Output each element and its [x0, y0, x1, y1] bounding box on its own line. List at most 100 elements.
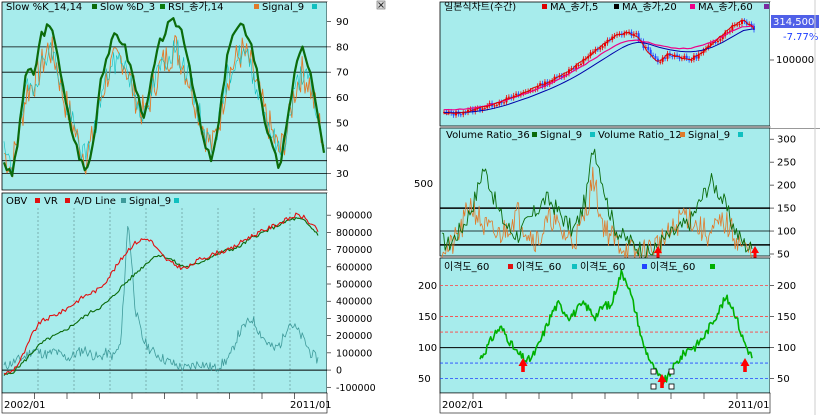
- obv-panel[interactable]: 900000 800000 700000 600000 500000 400000 3000…: [1, 192, 387, 394]
- vr36-line: [441, 148, 753, 260]
- legend-swatch-k: [92, 4, 97, 9]
- candle-body: [678, 56, 681, 59]
- disparity-left-tick-label: 200: [418, 281, 437, 292]
- candle-body: [560, 75, 563, 78]
- legend-signal-b: Signal_9: [688, 130, 730, 141]
- stochastic-axis-bg: [327, 2, 387, 190]
- legend-swatch-c: [642, 264, 647, 269]
- selection-handles[interactable]: [650, 368, 675, 390]
- volume-ratio-tick-label: 50: [777, 250, 790, 261]
- right-date-axis: 2002/01 2011/01: [439, 392, 771, 414]
- volume-ratio-axis-bg: [770, 128, 820, 256]
- candle-body: [493, 105, 496, 107]
- candle-body: [462, 112, 465, 115]
- legend-signal-a: Signal_9: [540, 130, 582, 141]
- volume-ratio-panel-bg: [439, 127, 771, 257]
- candle-body: [652, 55, 655, 57]
- up-arrow-marker: [740, 358, 750, 372]
- stochastic-panel[interactable]: 90 80 70 60 50 40 30 Slow %K_14,14 Slow %D_3 R…: [1, 0, 387, 191]
- candle-body: [483, 107, 486, 109]
- volume-ratio-tick-label: 100: [777, 227, 796, 238]
- candle-body: [601, 46, 604, 48]
- candle-body: [695, 55, 698, 59]
- volume-ratio-y-ticks: 300 250 200 150 100 50: [770, 135, 796, 261]
- volume-ratio-panel[interactable]: 300 250 200 150 100 50 500 Volume Ratio_36 Si…: [414, 127, 820, 267]
- right-axis-end: 2011/01: [728, 400, 770, 411]
- candle-body: [659, 61, 662, 63]
- price-panel[interactable]: 일본식차트(주간) MA_종가,5 MA_종가,20 MA_종가,60 314,…: [439, 1, 820, 127]
- candle-body: [570, 68, 573, 70]
- up-arrow-marker: [751, 246, 759, 258]
- stochastic-tick-label: 30: [336, 169, 349, 180]
- candle-body: [666, 53, 669, 59]
- candle-body: [577, 64, 580, 66]
- candle-body: [671, 55, 674, 57]
- candle-body: [635, 33, 638, 35]
- price-tag-value: 314,500: [773, 17, 814, 28]
- obv-tick-label: 200000: [336, 331, 372, 342]
- candle-body: [464, 112, 467, 114]
- disparity-left-tick-label: 100: [418, 343, 437, 354]
- volume-ratio-left-tick: 500: [414, 179, 433, 190]
- candle-body: [481, 108, 484, 111]
- candle-body: [591, 51, 594, 53]
- slow-k-line: [2, 17, 326, 178]
- candle-body: [716, 40, 719, 43]
- disparity-panel[interactable]: 200 150 100 50 200 150 100 50 이격도_60 이격도_60 이격도…: [418, 257, 820, 394]
- legend-vr12: Volume Ratio_12: [598, 130, 682, 141]
- candle-body: [452, 113, 455, 116]
- up-arrow-marker: [654, 246, 662, 258]
- price-tick-100000: 100000: [776, 55, 814, 66]
- legend-chart-type: 일본식차트(주간): [444, 1, 516, 13]
- change-percent: -7.77%: [783, 32, 818, 43]
- candle-body: [498, 102, 501, 105]
- signal-line: [3, 39, 325, 175]
- candle-body: [709, 42, 712, 46]
- candle-body: [517, 93, 520, 96]
- legend-disp-b: 이격도_60: [516, 260, 561, 273]
- legend-ma20: MA_종가,20: [622, 1, 677, 13]
- stochastic-tick-label: 50: [336, 118, 349, 129]
- legend-slow-k: Slow %K_14,14: [6, 2, 82, 13]
- candle-body: [740, 20, 743, 24]
- candle-body: [630, 31, 633, 36]
- volume-ratio-series: [441, 148, 759, 267]
- legend-slow-d: Slow %D_3: [100, 2, 155, 13]
- current-price-tag: 314,500 -7.77%: [771, 15, 819, 43]
- candle-body: [495, 104, 498, 106]
- price-legend: 일본식차트(주간) MA_종가,5 MA_종가,20 MA_종가,60: [444, 1, 769, 13]
- stochastic-tick-label: 40: [336, 144, 349, 155]
- legend-ma5: MA_종가,5: [550, 1, 598, 13]
- candle-body: [685, 55, 688, 59]
- stochastic-tick-label: 90: [336, 17, 349, 28]
- volume-ratio-gridlines: [440, 207, 770, 246]
- obv-tick-label: 800000: [336, 228, 372, 239]
- candle-body: [731, 25, 734, 31]
- volume-ratio-tick-label: 300: [777, 135, 796, 146]
- candle-body: [649, 49, 652, 56]
- candle-body: [637, 33, 640, 41]
- obv-tick-label: 400000: [336, 297, 372, 308]
- candle-body: [712, 42, 715, 44]
- volume-ratio-tick-label: 250: [777, 158, 796, 169]
- obv-tick-label: 500000: [336, 280, 372, 291]
- legend-swatch-rsi: [254, 4, 259, 9]
- candle-body: [582, 58, 585, 64]
- disparity-left-tick-label: 50: [418, 374, 431, 385]
- candle-body: [753, 25, 755, 31]
- legend-swatch-signal-a: [590, 132, 595, 137]
- disparity-tick-label: 100: [777, 343, 796, 354]
- disparity-y-ticks: 200 150 100 50 200 150 100 50: [418, 281, 796, 385]
- legend-ma60: MA_종가,60: [698, 1, 753, 13]
- candle-body: [656, 58, 659, 63]
- close-icon[interactable]: [376, 0, 386, 10]
- obv-line: [3, 212, 319, 375]
- left-date-axis: 2002/01 2011/01: [1, 392, 332, 414]
- legend-signal: Signal_9: [129, 196, 171, 207]
- candle-body: [551, 80, 554, 82]
- candle-body: [572, 68, 575, 70]
- candle-body: [743, 20, 746, 22]
- stochastic-legend: Slow %K_14,14 Slow %D_3 RSI_종가,14 Signal…: [6, 1, 317, 13]
- price-panel-bg: [439, 1, 771, 127]
